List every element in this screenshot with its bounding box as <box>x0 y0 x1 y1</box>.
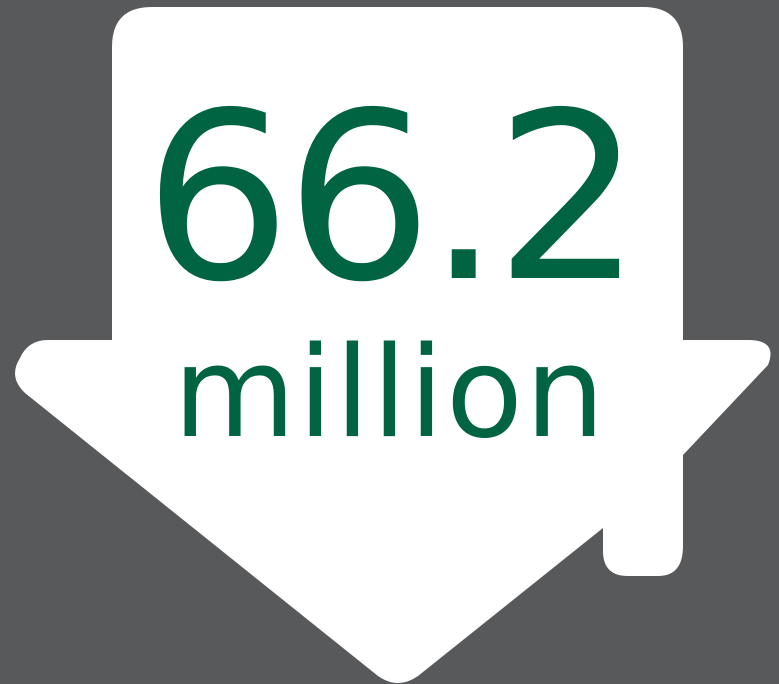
stat-value: 66.2 <box>143 63 643 333</box>
stat-unit: million <box>173 319 607 466</box>
